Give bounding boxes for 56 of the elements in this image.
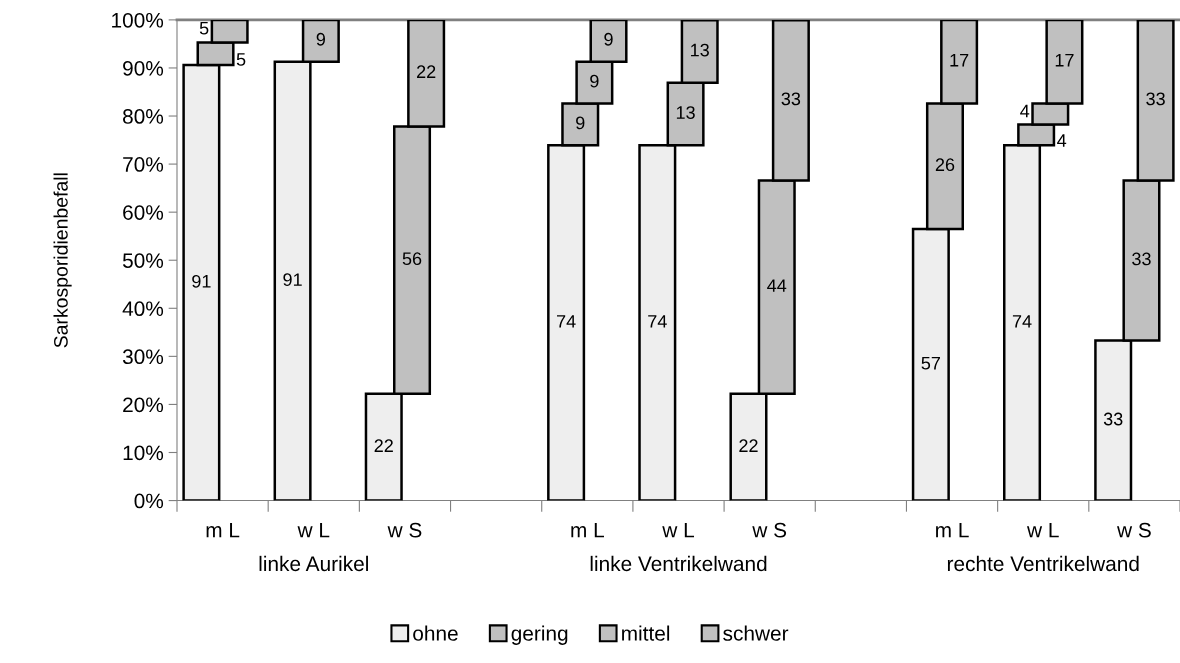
y-tick-label: 10% (123, 445, 164, 461)
x-tick-label: m L (206, 522, 240, 538)
data-label: 22 (374, 439, 393, 452)
y-tick-label: 0% (134, 493, 164, 509)
data-label: 13 (691, 43, 709, 57)
data-label: 33 (781, 92, 801, 106)
data-label: 74 (1012, 315, 1032, 328)
text: linke Aurikel (259, 555, 368, 572)
data-label: 56 (402, 252, 422, 266)
data-label: 4 (1020, 104, 1030, 118)
text: rechte Ventrikelwand (947, 555, 1139, 572)
y-tick-label: 100% (112, 12, 164, 28)
data-label: 91 (283, 273, 302, 286)
data-label: 9 (604, 32, 613, 46)
data-label: 57 (921, 357, 940, 370)
data-label: 74 (557, 315, 576, 328)
data-label: 9 (316, 32, 325, 46)
data-label: 33 (1146, 92, 1165, 106)
x-tick-label: w L (297, 522, 330, 538)
data-label: 9 (590, 74, 599, 88)
data-label: 17 (950, 53, 969, 67)
y-tick-label: 30% (122, 349, 164, 365)
x-tick-label: w S (1117, 522, 1151, 538)
data-label: 4 (1057, 134, 1067, 147)
data-label: 9 (576, 116, 585, 130)
y-tick-label: 60% (123, 205, 164, 220)
y-tick-label: 20% (123, 397, 164, 413)
legend-label: gering (511, 625, 568, 645)
legend-label: schwer (723, 625, 789, 641)
x-tick-label: w S (387, 522, 422, 538)
data-label: 33 (1132, 252, 1151, 266)
y-tick-label: 40% (122, 301, 164, 317)
data-label: 22 (417, 65, 436, 78)
data-label: 74 (648, 315, 667, 328)
data-label: 91 (192, 274, 211, 288)
x-tick-label: m L (936, 522, 969, 538)
data-label: 44 (767, 279, 787, 292)
y-tick-label: 80% (123, 109, 164, 124)
x-tick-label: w L (662, 522, 695, 538)
data-label: 22 (739, 439, 758, 452)
x-tick-label: w S (752, 522, 787, 538)
text: linke Ventrikelwand (590, 555, 767, 572)
data-label: 26 (935, 158, 955, 172)
y-tick-label: 70% (123, 157, 164, 172)
data-label: 17 (1055, 53, 1074, 67)
data-label: 13 (676, 106, 695, 119)
y-tick-label: 90% (123, 60, 164, 76)
x-tick-label: m L (571, 522, 604, 538)
legend-label: ohne (413, 625, 458, 641)
data-label: 5 (199, 21, 209, 35)
data-label: 5 (236, 53, 246, 66)
x-tick-label: w L (1026, 522, 1059, 538)
legend-label: mittel (622, 625, 670, 641)
data-label: 33 (1103, 412, 1123, 426)
y-tick-label: 50% (122, 253, 164, 268)
y-axis-title: Sarkosporidienbefall (53, 173, 72, 348)
